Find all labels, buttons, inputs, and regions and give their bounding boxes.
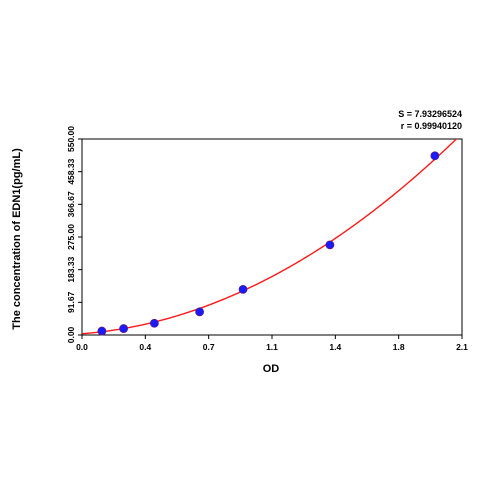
stat-r-label: r = 0.99940120 — [401, 121, 462, 131]
x-axis-title: OD — [263, 363, 280, 375]
x-tick-label: 1.1 — [266, 342, 278, 352]
x-tick-label: 1.4 — [329, 342, 341, 352]
y-tick-label: 275.00 — [66, 224, 76, 250]
y-tick-label: 550.00 — [66, 126, 76, 152]
x-tick-label: 1.8 — [393, 342, 405, 352]
data-point — [238, 284, 248, 294]
y-tick-label: 458.33 — [66, 158, 76, 184]
x-tick-label: 0.7 — [203, 342, 215, 352]
y-tick-label: 91.67 — [66, 291, 76, 313]
stat-s-label: S = 7.93296524 — [398, 109, 462, 119]
data-point — [430, 151, 440, 161]
y-axis-title: The concentration of EDN1(pg/mL) — [11, 148, 23, 330]
data-point — [119, 324, 129, 333]
y-tick-label: 366.67 — [66, 191, 76, 217]
plot-area: 0.0 0.4 0.7 1.1 1.4 1.8 2.1 0.00 91.67 183.33 275.… — [66, 126, 468, 352]
x-tick-label: 0.4 — [139, 342, 151, 352]
data-point — [149, 318, 159, 328]
data-point — [195, 307, 205, 317]
data-point — [97, 326, 107, 336]
x-tick-label: 2.1 — [456, 342, 468, 352]
x-tick-label: 0.0 — [76, 342, 88, 352]
fit-curve — [82, 139, 458, 335]
y-tick-label: 0.00 — [66, 326, 76, 343]
data-point — [325, 240, 335, 250]
y-tick-label: 183.33 — [66, 256, 76, 282]
plot-frame — [81, 138, 463, 336]
